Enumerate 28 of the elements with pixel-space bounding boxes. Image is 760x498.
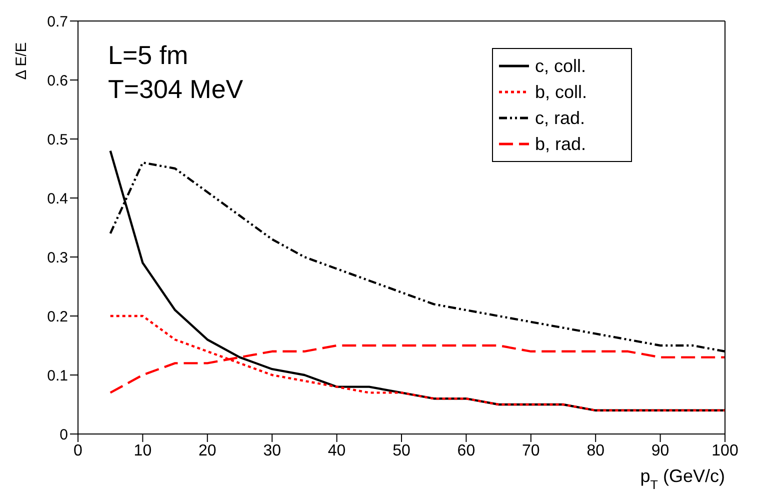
x-tick-label: 50 — [392, 442, 410, 460]
y-tick-label: 0.7 — [47, 13, 68, 30]
y-tick-label: 0.6 — [47, 72, 68, 90]
x-tick-label: 60 — [457, 442, 476, 460]
legend-label: c, coll. — [534, 55, 586, 78]
y-tick-label: 0 — [60, 426, 68, 444]
line-series — [109, 314, 725, 412]
x-tick-label: 20 — [198, 442, 216, 460]
x-axis-title: p$_{T}$ (GeV/c) — [640, 466, 725, 492]
x-tick-label: 90 — [651, 442, 670, 460]
legend-label: b, coll. — [534, 81, 587, 104]
y-tick-label: 0.1 — [47, 367, 68, 384]
legend-label: c, rad. — [534, 107, 585, 130]
x-tick-label: 30 — [263, 442, 282, 460]
x-tick-label: 80 — [586, 442, 605, 460]
annotation: L=5 fm — [108, 40, 188, 71]
x-tick-label: 70 — [522, 442, 540, 460]
y-axis-title: Δ E/E — [13, 42, 30, 80]
y-tick-label: 0.2 — [47, 308, 68, 326]
y-tick-label: 0.4 — [47, 190, 68, 208]
legend-label: b, rad. — [534, 133, 586, 156]
x-tick-label: 40 — [328, 442, 346, 460]
x-tick-label: 10 — [134, 442, 152, 460]
x-tick-label: 100 — [712, 442, 738, 460]
x-tick-label: 0 — [74, 442, 83, 460]
annotation: T=304 MeV — [108, 74, 244, 105]
y-tick-label: 0.3 — [47, 249, 68, 266]
y-tick-label: 0.5 — [47, 131, 68, 148]
